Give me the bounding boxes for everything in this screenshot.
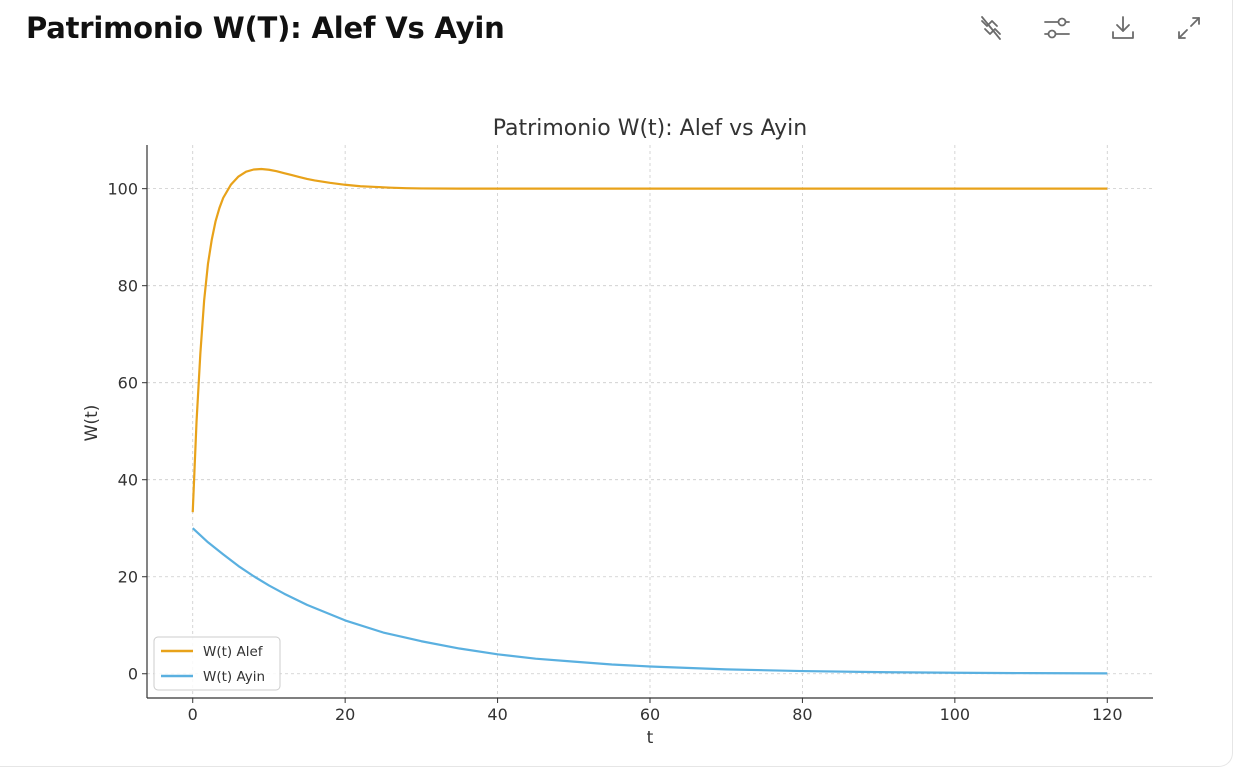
download-button[interactable] bbox=[1101, 8, 1145, 48]
y-tick-label: 100 bbox=[107, 180, 138, 199]
expand-button[interactable] bbox=[1167, 8, 1211, 48]
expand-icon bbox=[1178, 17, 1200, 39]
x-tick-label: 100 bbox=[940, 705, 971, 724]
chart-toolbar bbox=[969, 8, 1211, 48]
chart-title: Patrimonio W(t): Alef vs Ayin bbox=[493, 116, 807, 141]
line-chart: 0 20 40 60 80 100 120 0 20 40 60 80 100 Patrimonio W… bbox=[82, 116, 1153, 748]
legend-label-ayin: W(t) Ayin bbox=[203, 669, 265, 685]
chart-series bbox=[191, 167, 1108, 675]
download-icon bbox=[1112, 16, 1134, 39]
hide-code-button[interactable] bbox=[969, 8, 1013, 48]
x-tick-label: 60 bbox=[640, 705, 660, 724]
y-tick-label: 20 bbox=[118, 568, 138, 587]
y-tick-label: 0 bbox=[128, 665, 138, 684]
chart-settings-icon bbox=[1044, 17, 1070, 39]
hide-code-icon bbox=[981, 16, 1001, 40]
x-tick-label: 120 bbox=[1092, 705, 1123, 724]
x-axis-label: t bbox=[647, 728, 654, 748]
x-tick-label: 0 bbox=[188, 705, 198, 724]
y-tick-label: 80 bbox=[118, 277, 138, 296]
x-tick-label: 80 bbox=[792, 705, 812, 724]
legend-label-alef: W(t) Alef bbox=[203, 644, 264, 660]
grid-lines bbox=[147, 145, 1153, 698]
y-tick-label: 40 bbox=[118, 471, 138, 490]
page-title: Patrimonio W(T): Alef Vs Ayin bbox=[26, 11, 505, 45]
y-axis-label: W(t) bbox=[82, 405, 102, 442]
chart-settings-button[interactable] bbox=[1035, 8, 1079, 48]
series-line-0 bbox=[191, 167, 1108, 513]
x-tick-label: 20 bbox=[335, 705, 355, 724]
x-tick-label: 40 bbox=[487, 705, 507, 724]
chart-axes: 0 20 40 60 80 100 120 0 20 40 60 80 100 bbox=[107, 145, 1153, 724]
series-line-1 bbox=[191, 527, 1108, 675]
y-tick-label: 60 bbox=[118, 374, 138, 393]
chart-legend: W(t) Alef W(t) Ayin bbox=[153, 636, 281, 691]
